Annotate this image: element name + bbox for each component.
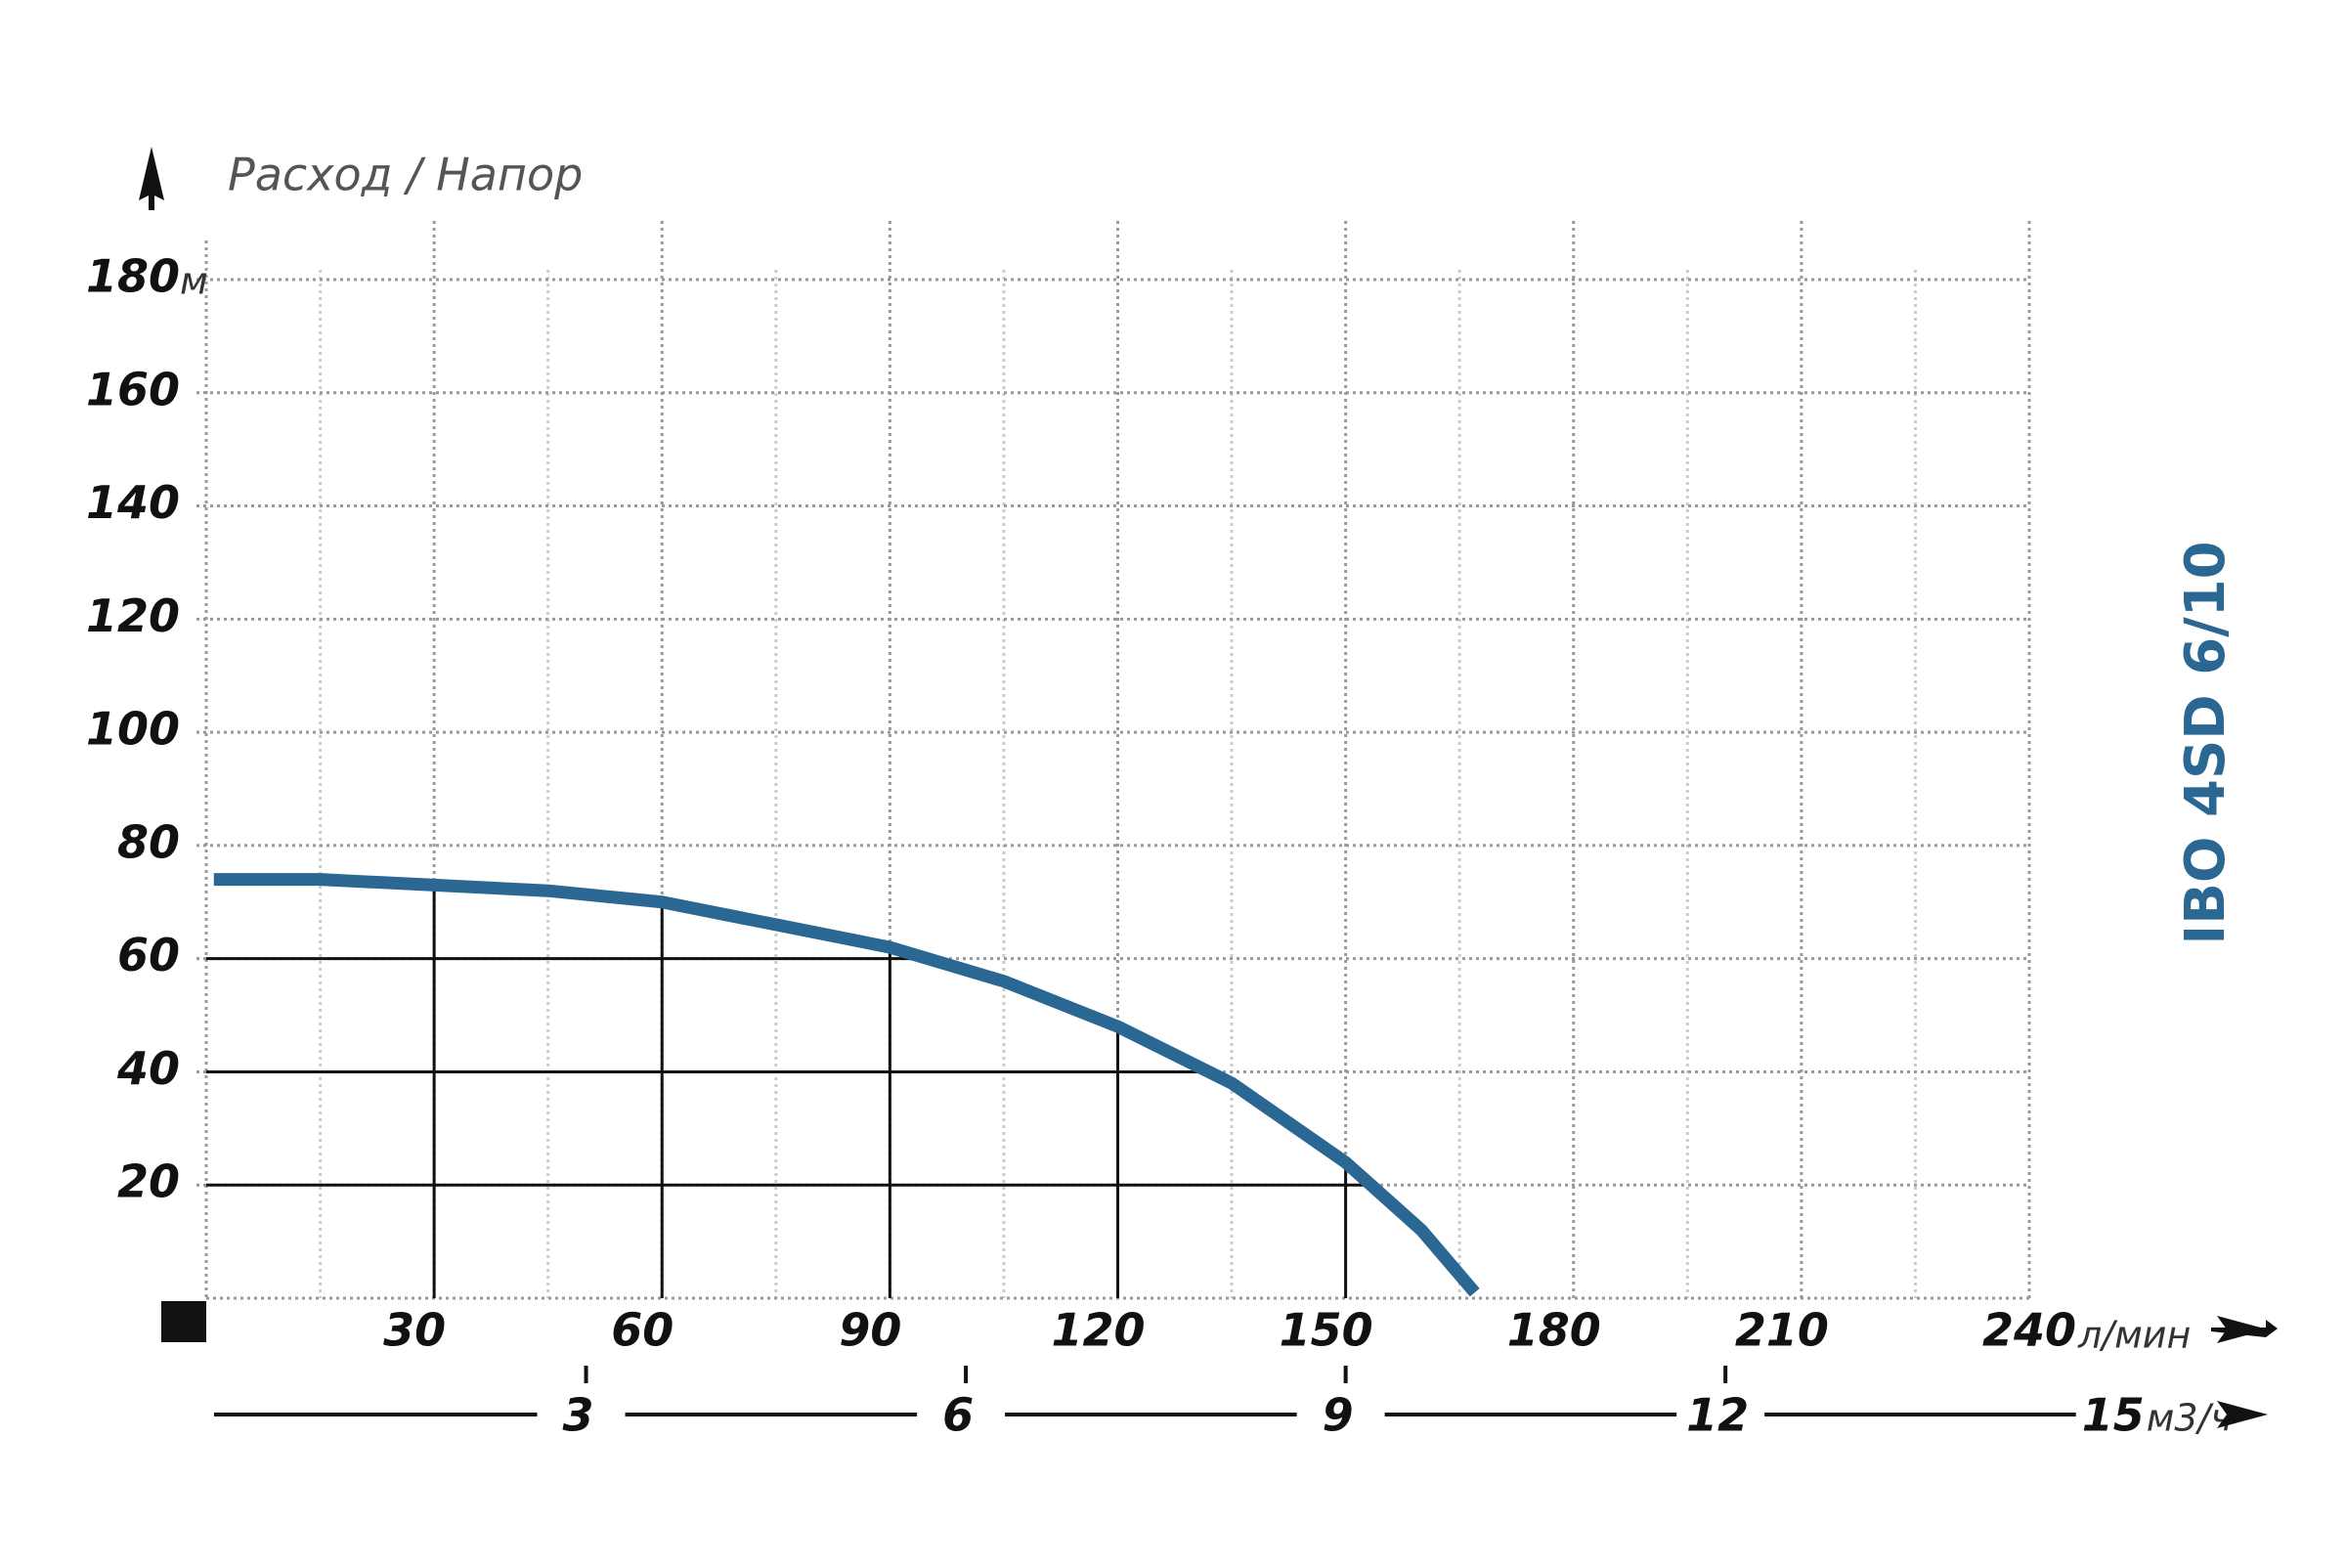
x-tick-label: 240: [1982, 1304, 2076, 1357]
y-tick-label: 60: [117, 929, 180, 981]
y-tick-label: 140: [86, 476, 180, 529]
x-tick-label: 120: [1051, 1304, 1145, 1357]
x-tick-label: 150: [1280, 1304, 1373, 1357]
x-unit: л/мин: [2077, 1314, 2191, 1357]
x-tick-label: 210: [1735, 1304, 1829, 1357]
x-tick-label: 60: [611, 1304, 673, 1357]
x2-label-gap: [537, 1385, 626, 1444]
x2-tick-label: 9: [1323, 1389, 1354, 1442]
x2-label-gap: [917, 1385, 1006, 1444]
chart-title: IBO 4SD 6/10: [2174, 541, 2237, 944]
x-tick-label: 180: [1507, 1304, 1601, 1357]
y-tick-label: 120: [86, 589, 180, 642]
y-tick-label: 80: [117, 815, 180, 868]
x2-tick-label: 3: [563, 1389, 594, 1442]
x2-label-gap: [1676, 1385, 1765, 1444]
y-tick-label: 20: [117, 1155, 180, 1208]
x2-label-gap: [1296, 1385, 1385, 1444]
x2-axis-arrow-head: [2217, 1401, 2268, 1428]
origin-marker: [161, 1301, 206, 1342]
x-tick-label: 90: [839, 1304, 901, 1357]
x2-tick-label: 6: [942, 1389, 974, 1442]
x2-unit: м3/ч: [2147, 1397, 2233, 1440]
axis-label: Расход / Напор: [228, 149, 583, 201]
y-tick-label: 100: [86, 703, 180, 756]
y-tick-label: 180: [86, 250, 180, 303]
x2-tick-label: 15: [2082, 1389, 2145, 1442]
x-axis-arrow-head: [2217, 1316, 2268, 1343]
x2-tick-label: 12: [1686, 1389, 1749, 1442]
y-unit: м: [180, 260, 208, 303]
y-axis-arrow: [139, 147, 164, 210]
y-tick-label: 160: [86, 363, 180, 415]
x-tick-label: 30: [383, 1304, 446, 1357]
curve: [213, 873, 1480, 1297]
y-tick-label: 40: [116, 1042, 180, 1095]
